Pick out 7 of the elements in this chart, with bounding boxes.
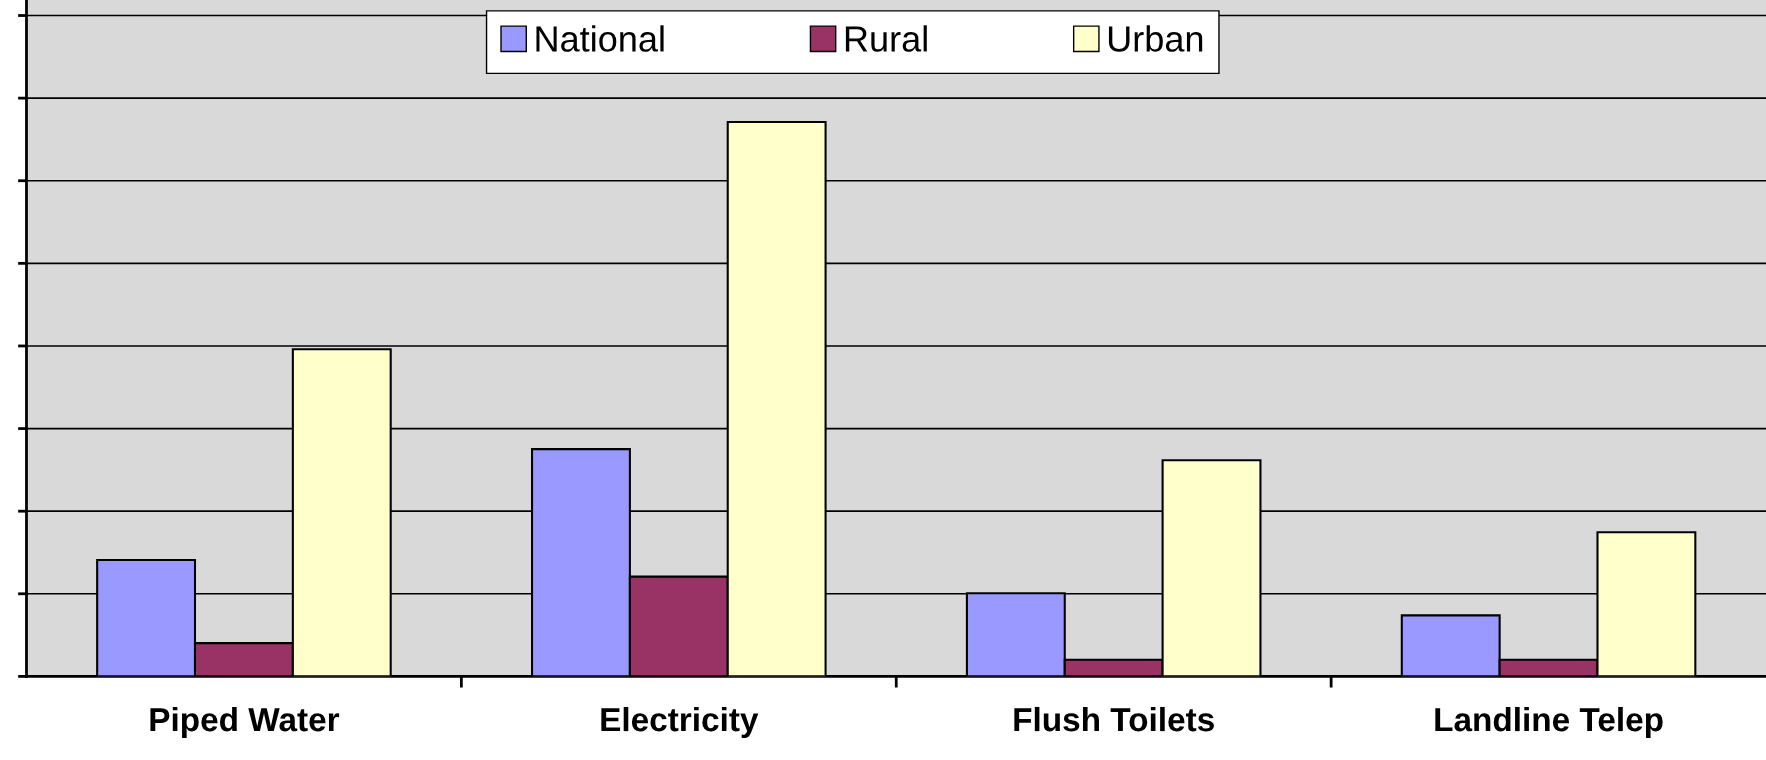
x-tick-label: Flush Toilets	[1014, 706, 1214, 732]
legend-label: National	[536, 25, 664, 52]
x-tick-label: Landline Telep	[1435, 706, 1663, 739]
x-tick-label: Electricity	[601, 706, 759, 739]
x-tick-label: Piped Water	[150, 706, 340, 739]
legend-label: Rural	[845, 25, 927, 52]
legend-label: Urban	[1108, 25, 1203, 52]
